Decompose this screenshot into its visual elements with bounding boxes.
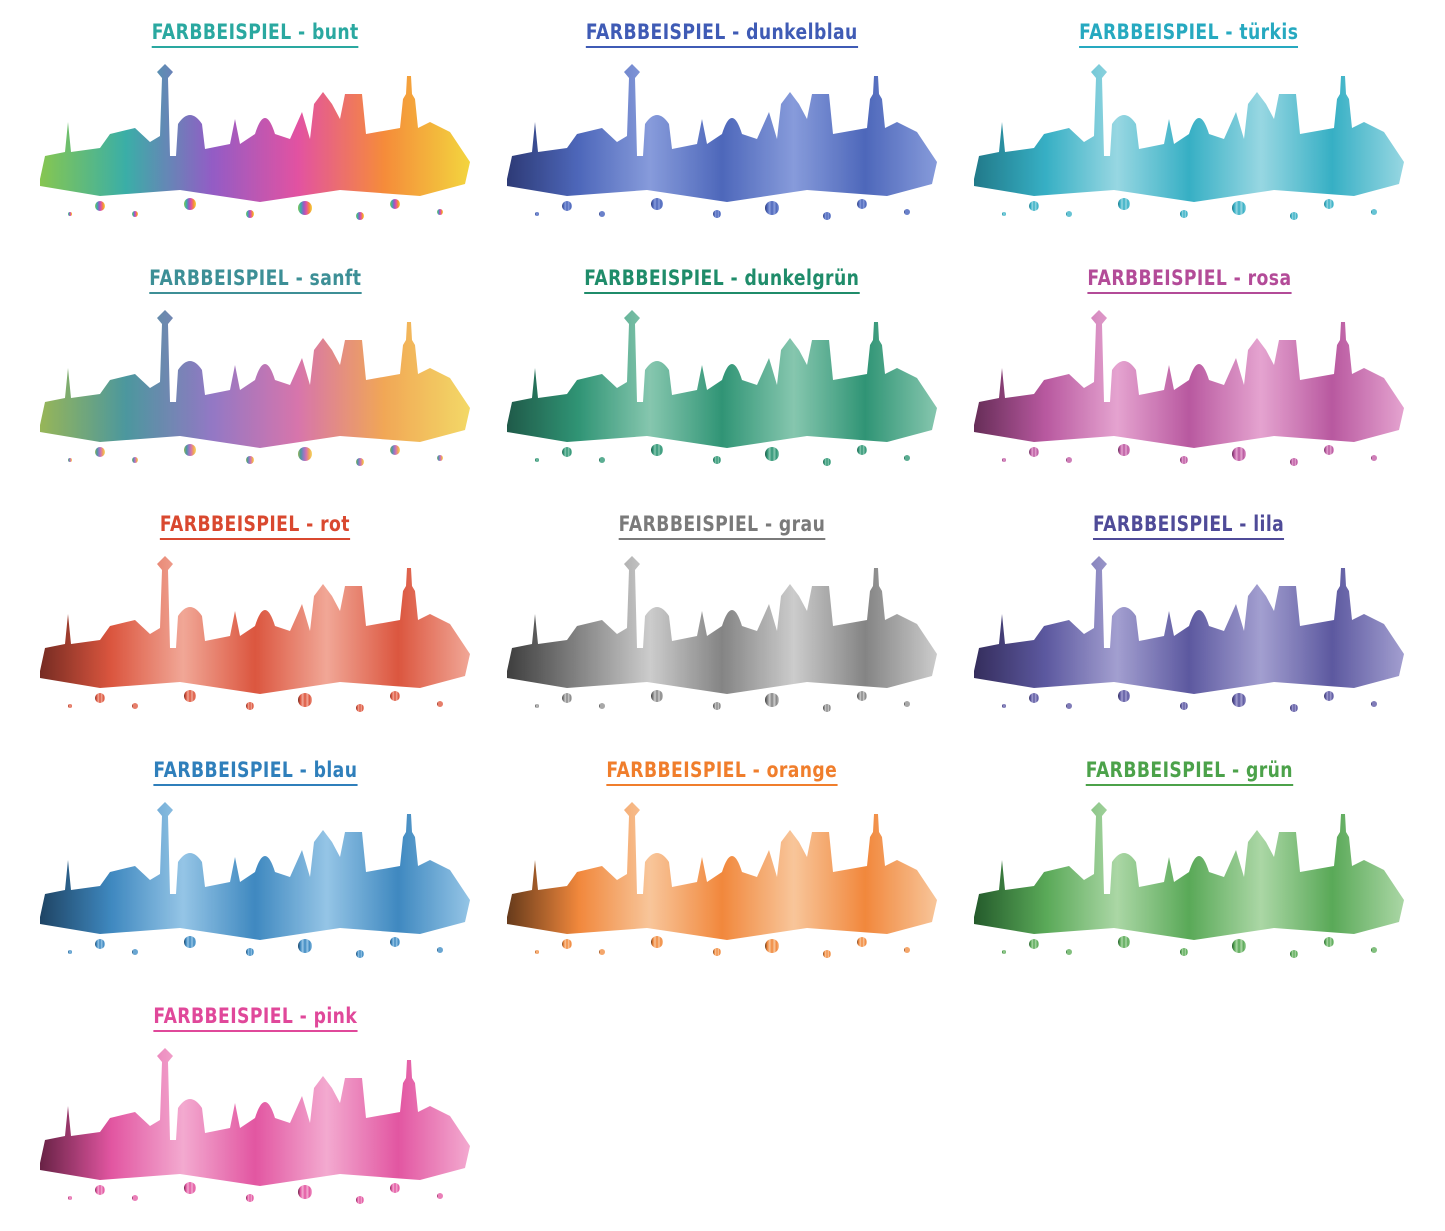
example-label: FARBBEISPIEL - grau (618, 512, 826, 540)
example-label: FARBBEISPIEL - rot (159, 512, 351, 540)
example-label: FARBBEISPIEL - dunkelblau (586, 20, 858, 48)
skyline-image (974, 64, 1404, 220)
example-title: FARBBEISPIEL - orange (502, 758, 942, 786)
color-example: FARBBEISPIEL - rosa (969, 252, 1409, 492)
example-title: FARBBEISPIEL - dunkelgrün (502, 266, 942, 294)
example-label: FARBBEISPIEL - blau (152, 758, 358, 786)
example-title: FARBBEISPIEL - türkis (969, 20, 1409, 48)
example-label: FARBBEISPIEL - bunt (151, 20, 359, 48)
example-title: FARBBEISPIEL - dunkelblau (502, 20, 942, 48)
skyline (974, 310, 1404, 466)
example-title: FARBBEISPIEL - grau (502, 512, 942, 540)
color-example: FARBBEISPIEL - bunt (35, 6, 475, 246)
skyline-image (40, 802, 470, 958)
skyline-image (40, 556, 470, 712)
color-example: FARBBEISPIEL - rot (35, 498, 475, 738)
example-title: FARBBEISPIEL - blau (35, 758, 475, 786)
example-label: FARBBEISPIEL - sanft (148, 266, 362, 294)
skyline (974, 556, 1404, 712)
skyline (974, 802, 1404, 958)
example-title: FARBBEISPIEL - rosa (969, 266, 1409, 294)
example-label: FARBBEISPIEL - rosa (1086, 266, 1292, 294)
skyline-image (507, 802, 937, 958)
color-example: FARBBEISPIEL - pink (35, 990, 475, 1230)
skyline-image (40, 64, 470, 220)
example-label: FARBBEISPIEL - dunkelgrün (584, 266, 860, 294)
skyline (507, 802, 937, 958)
color-example: FARBBEISPIEL - blau (35, 744, 475, 984)
color-example: FARBBEISPIEL - dunkelblau (502, 6, 942, 246)
skyline (40, 64, 470, 220)
skyline-image (40, 310, 470, 466)
example-title: FARBBEISPIEL - sanft (35, 266, 475, 294)
skyline-image (507, 310, 937, 466)
example-title: FARBBEISPIEL - pink (35, 1004, 475, 1032)
example-title: FARBBEISPIEL - rot (35, 512, 475, 540)
skyline (974, 64, 1404, 220)
skyline-image (974, 802, 1404, 958)
skyline (507, 310, 937, 466)
skyline-image (40, 1048, 470, 1204)
example-label: FARBBEISPIEL - türkis (1079, 20, 1299, 48)
color-example: FARBBEISPIEL - sanft (35, 252, 475, 492)
example-title: FARBBEISPIEL - bunt (35, 20, 475, 48)
color-example: FARBBEISPIEL - lila (969, 498, 1409, 738)
example-label: FARBBEISPIEL - orange (606, 758, 838, 786)
skyline (40, 556, 470, 712)
color-example: FARBBEISPIEL - orange (502, 744, 942, 984)
example-label: FARBBEISPIEL - pink (153, 1004, 357, 1032)
skyline-image (507, 64, 937, 220)
example-title: FARBBEISPIEL - grün (969, 758, 1409, 786)
skyline-image (974, 310, 1404, 466)
example-label: FARBBEISPIEL - lila (1093, 512, 1285, 540)
example-label: FARBBEISPIEL - grün (1085, 758, 1293, 786)
color-example: FARBBEISPIEL - grün (969, 744, 1409, 984)
color-example: FARBBEISPIEL - dunkelgrün (502, 252, 942, 492)
skyline (40, 1048, 470, 1204)
color-example: FARBBEISPIEL - grau (502, 498, 942, 738)
skyline (40, 310, 470, 466)
skyline (507, 556, 937, 712)
skyline-image (507, 556, 937, 712)
skyline (40, 802, 470, 958)
skyline (507, 64, 937, 220)
skyline-image (974, 556, 1404, 712)
color-example: FARBBEISPIEL - türkis (969, 6, 1409, 246)
example-title: FARBBEISPIEL - lila (969, 512, 1409, 540)
